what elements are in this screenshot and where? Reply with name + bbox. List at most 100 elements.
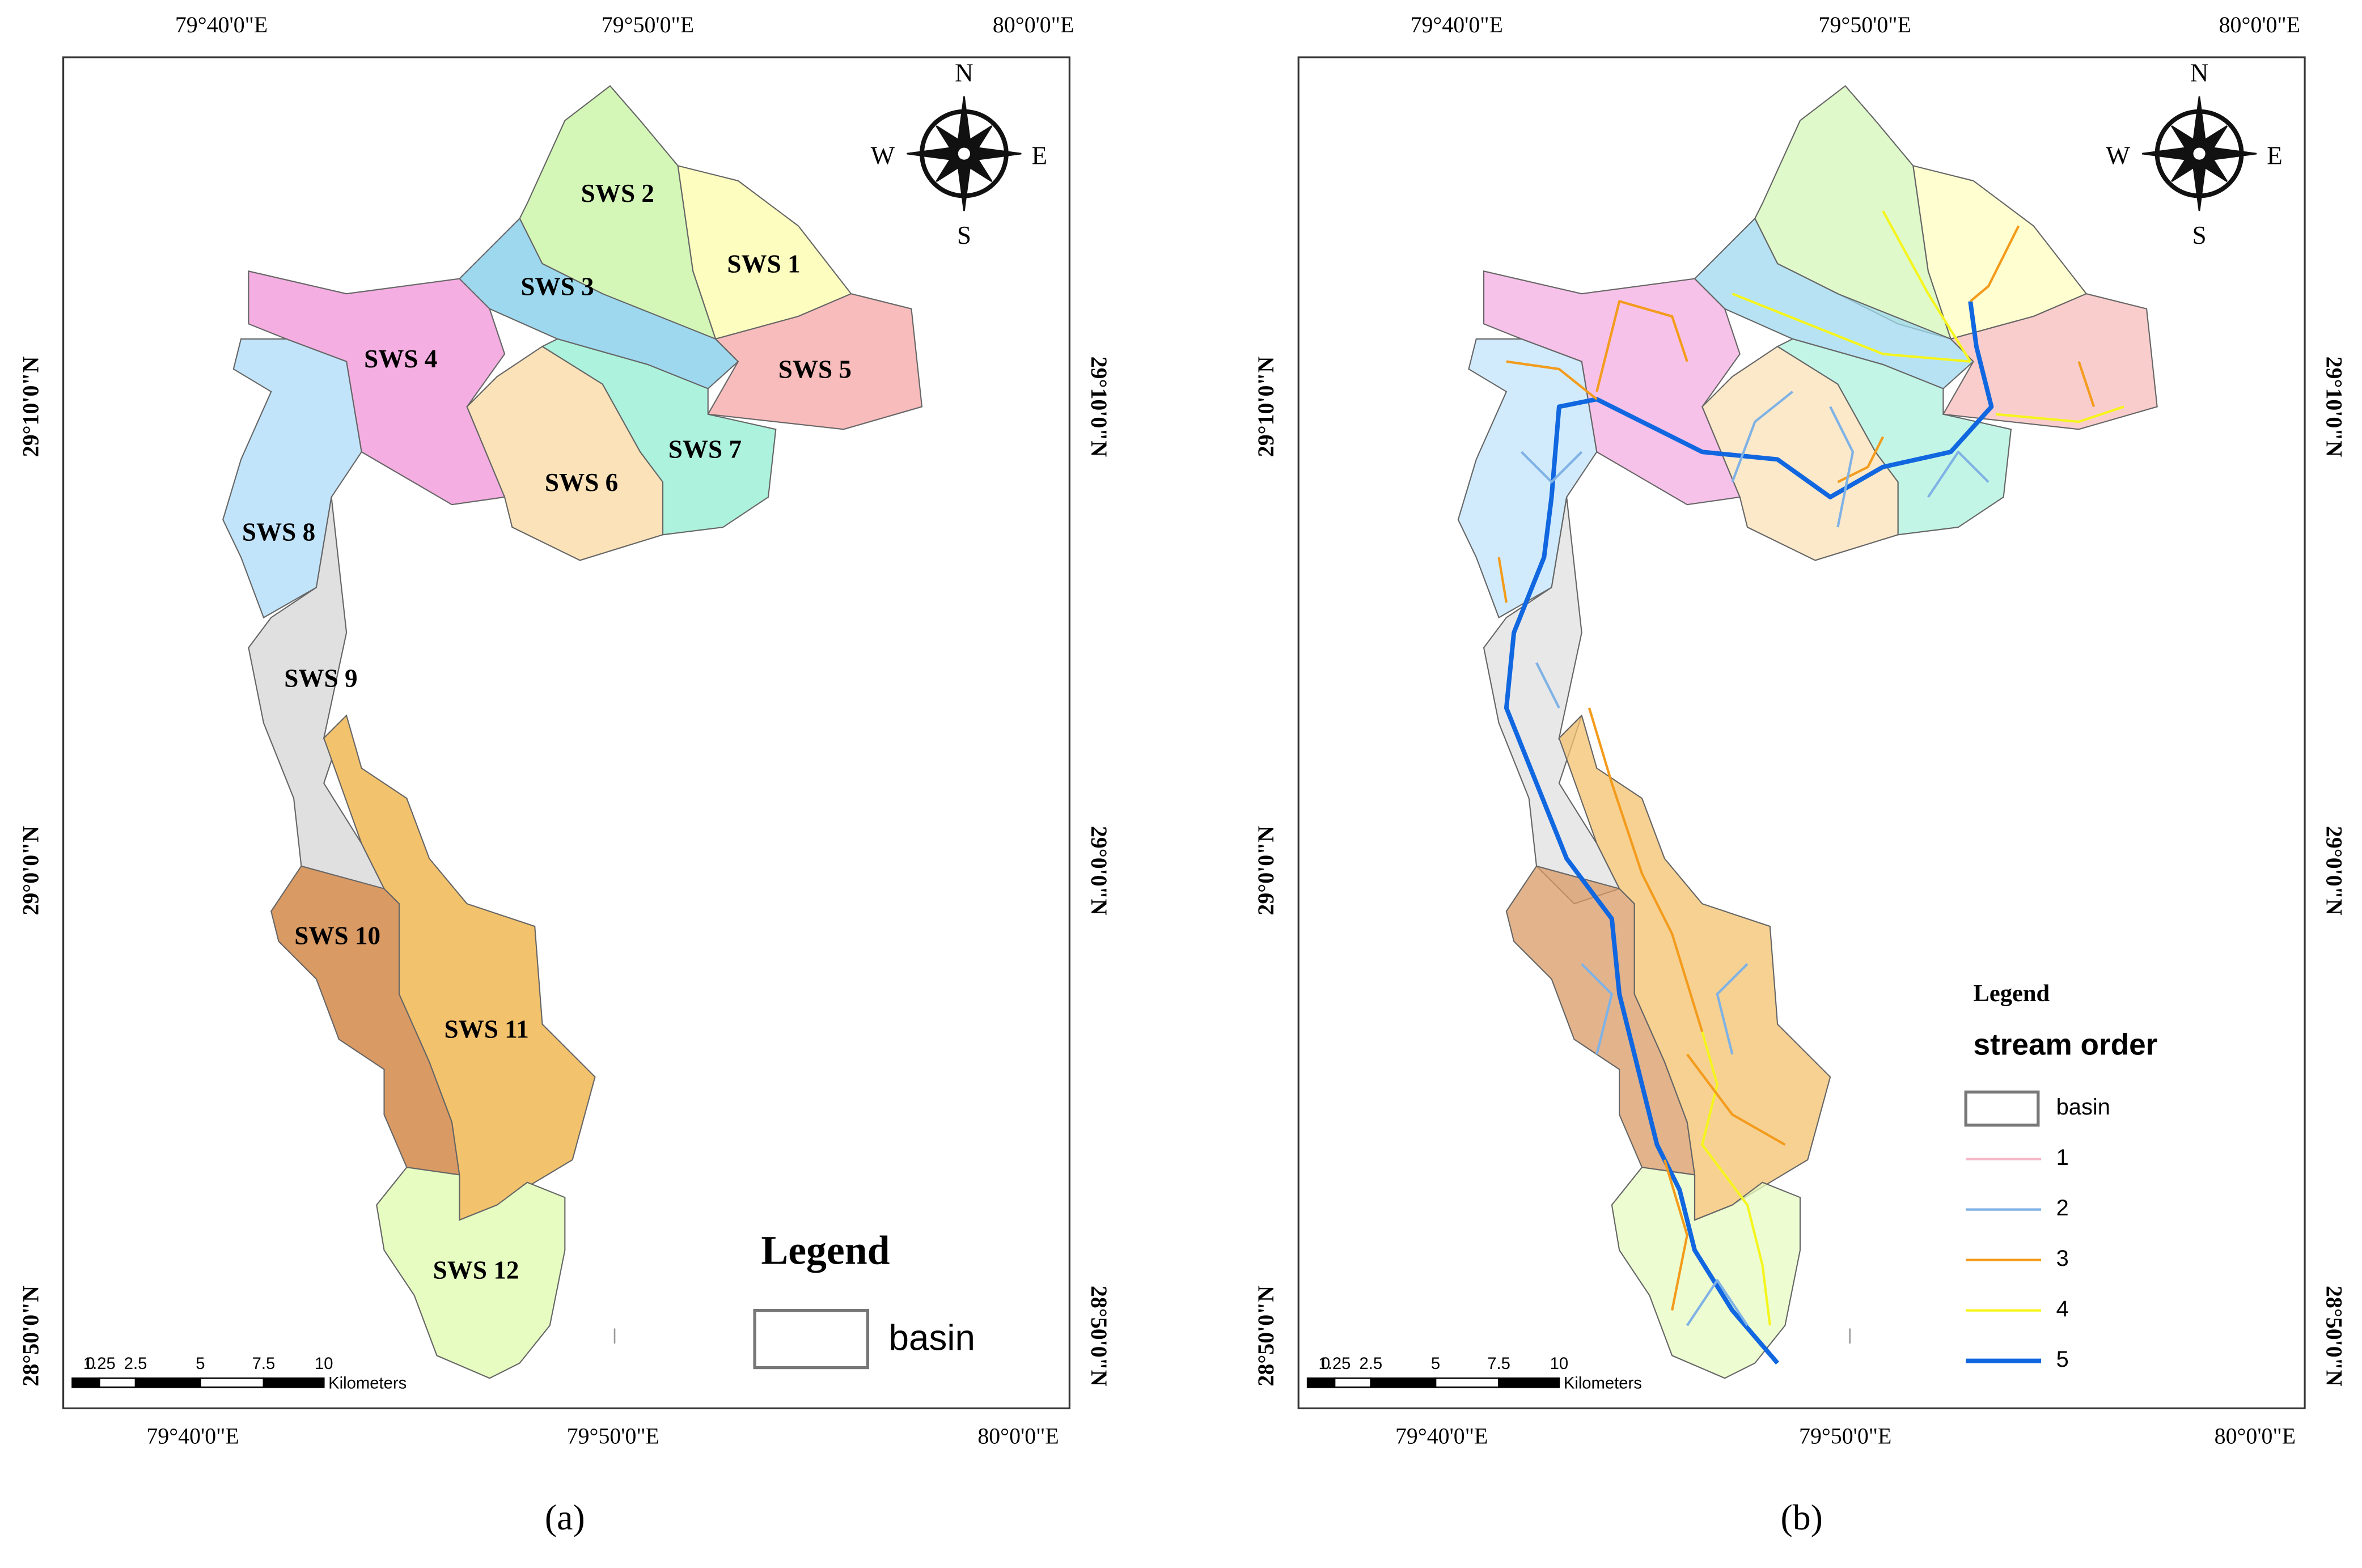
scale-label: 1.25 bbox=[1319, 1355, 1351, 1373]
sub-watershed-label: SWS 8 bbox=[242, 518, 315, 546]
stream bbox=[1581, 963, 1613, 1055]
latitude-label: 28°50'0"N bbox=[2322, 1286, 2347, 1387]
longitude-label: 79°40'0"E bbox=[175, 12, 268, 37]
scale-segment bbox=[134, 1377, 201, 1388]
scale-unit: Kilometers bbox=[328, 1374, 407, 1392]
stream bbox=[1969, 225, 2020, 303]
legend-title: Legend bbox=[761, 1228, 890, 1273]
latitude-label: 29°0'0"N bbox=[18, 826, 44, 916]
sub-watershed bbox=[1942, 293, 2158, 430]
sub-watershed bbox=[376, 1167, 566, 1379]
legend-item: basin bbox=[889, 1317, 975, 1358]
compass-letter: N bbox=[2190, 58, 2209, 87]
scale-unit: Kilometers bbox=[1564, 1374, 1642, 1392]
sub-watershed-label: SWS 4 bbox=[364, 345, 437, 373]
scale-label: 5 bbox=[1431, 1355, 1440, 1373]
sub-watershed bbox=[1558, 714, 1831, 1221]
scale-label: 10 bbox=[315, 1355, 333, 1373]
stream bbox=[1732, 293, 1971, 363]
longitude-label: 80°0'0"E bbox=[2215, 1423, 2296, 1449]
sub-watershed-label: SWS 2 bbox=[581, 179, 654, 207]
latitude-label: 29°10'0"N bbox=[2322, 357, 2347, 457]
scale-segment bbox=[71, 1377, 100, 1388]
compass-letter: E bbox=[1031, 141, 1047, 169]
stream bbox=[2077, 361, 2096, 408]
longitude-label: 79°40'0"E bbox=[1395, 1423, 1488, 1449]
compass-letter: W bbox=[2106, 141, 2130, 169]
stream bbox=[1588, 707, 1704, 1032]
sub-watershed-label: SWS 3 bbox=[520, 273, 594, 301]
latitude-label: 29°10'0"N bbox=[18, 356, 44, 457]
compass-letter: W bbox=[871, 141, 895, 169]
legend-item: basin bbox=[2056, 1095, 2110, 1120]
legend-item: 1 bbox=[2056, 1145, 2069, 1170]
stream bbox=[1927, 451, 1990, 498]
sub-watershed bbox=[1457, 338, 1598, 618]
stream bbox=[1595, 300, 1688, 392]
stream bbox=[1520, 451, 1583, 484]
sub-watershed bbox=[222, 338, 362, 618]
scale-label: 1.25 bbox=[83, 1355, 116, 1373]
longitude-label: 80°0'0"E bbox=[977, 1423, 1059, 1449]
longitude-label: 80°0'0"E bbox=[2219, 12, 2300, 37]
stream bbox=[1686, 1279, 1749, 1327]
sub-watershed-label: SWS 12 bbox=[433, 1256, 519, 1285]
scale-segment bbox=[99, 1377, 137, 1388]
legend-swatch bbox=[753, 1308, 870, 1370]
stream bbox=[1506, 360, 1598, 400]
sub-watershed-label: SWS 9 bbox=[284, 664, 357, 692]
longitude-label: 79°50'0"E bbox=[1799, 1423, 1891, 1449]
sub-watershed bbox=[707, 293, 923, 430]
legend-item: 4 bbox=[2056, 1296, 2069, 1321]
scale-segment bbox=[200, 1377, 265, 1388]
scale-segment bbox=[1434, 1377, 1500, 1388]
scale-label: 0 bbox=[1321, 1355, 1330, 1373]
longitude-label: 79°50'0"E bbox=[567, 1423, 659, 1449]
scale-segment bbox=[1334, 1377, 1372, 1388]
sub-watershed bbox=[323, 714, 596, 1221]
scale-label: 7.5 bbox=[1487, 1355, 1510, 1373]
sub-watershed-label: SWS 6 bbox=[545, 468, 618, 497]
latitude-label: 29°0'0"N bbox=[1253, 826, 1279, 916]
stream bbox=[1882, 210, 1972, 362]
scale-segment bbox=[1306, 1377, 1336, 1388]
scale-segment bbox=[1370, 1377, 1437, 1388]
legend-swatch bbox=[1964, 1090, 2040, 1127]
scale-segment bbox=[1498, 1377, 1560, 1388]
stream bbox=[1701, 1031, 1771, 1326]
stream bbox=[1996, 405, 2124, 423]
longitude-label: 80°0'0"E bbox=[993, 12, 1074, 37]
compass-letter: E bbox=[2267, 141, 2283, 169]
stream bbox=[1731, 391, 1794, 483]
compass-center bbox=[2193, 147, 2206, 160]
stream bbox=[1504, 300, 1994, 1365]
compass-center bbox=[958, 147, 971, 160]
map-panel: 79°40'0"E 79°50'0"E 80°0'0"E 79°40'0"E 79°50… bbox=[1253, 12, 2347, 1537]
scale-label: 0 bbox=[86, 1355, 95, 1373]
legend-item: 2 bbox=[2056, 1196, 2069, 1221]
sub-watershed-label: SWS 10 bbox=[294, 922, 380, 950]
longitude-label: 79°40'0"E bbox=[1411, 12, 1503, 37]
map-panel: SWS 1 SWS 2 SWS 3 SWS 4 SWS 5 SWS 6 SWS 7 SWS 8… bbox=[18, 12, 1112, 1537]
legend-item: 3 bbox=[2056, 1246, 2069, 1271]
latitude-label: 28°50'0"N bbox=[18, 1286, 44, 1387]
stream bbox=[1535, 662, 1560, 709]
sub-watershed bbox=[1611, 1167, 1801, 1379]
latitude-label: 29°10'0"N bbox=[1253, 356, 1279, 457]
scale-label: 10 bbox=[1550, 1355, 1569, 1373]
sub-watershed bbox=[541, 338, 777, 536]
compass-letter: S bbox=[957, 221, 971, 249]
sub-watershed-label: SWS 5 bbox=[778, 355, 852, 384]
stream bbox=[1716, 963, 1749, 1055]
sub-watershed-label: SWS 11 bbox=[445, 1015, 529, 1043]
scale-label: 2.5 bbox=[1359, 1355, 1382, 1373]
latitude-label: 28°50'0"N bbox=[1086, 1286, 1112, 1387]
legend-title: Legend bbox=[1974, 980, 2050, 1007]
scale-label: 5 bbox=[196, 1355, 205, 1373]
legend-item: 5 bbox=[2056, 1347, 2069, 1372]
longitude-label: 79°50'0"E bbox=[1819, 12, 1911, 37]
sub-watershed-label: SWS 7 bbox=[668, 435, 742, 464]
longitude-label: 79°40'0"E bbox=[146, 1423, 239, 1449]
scale-segment bbox=[263, 1377, 325, 1388]
